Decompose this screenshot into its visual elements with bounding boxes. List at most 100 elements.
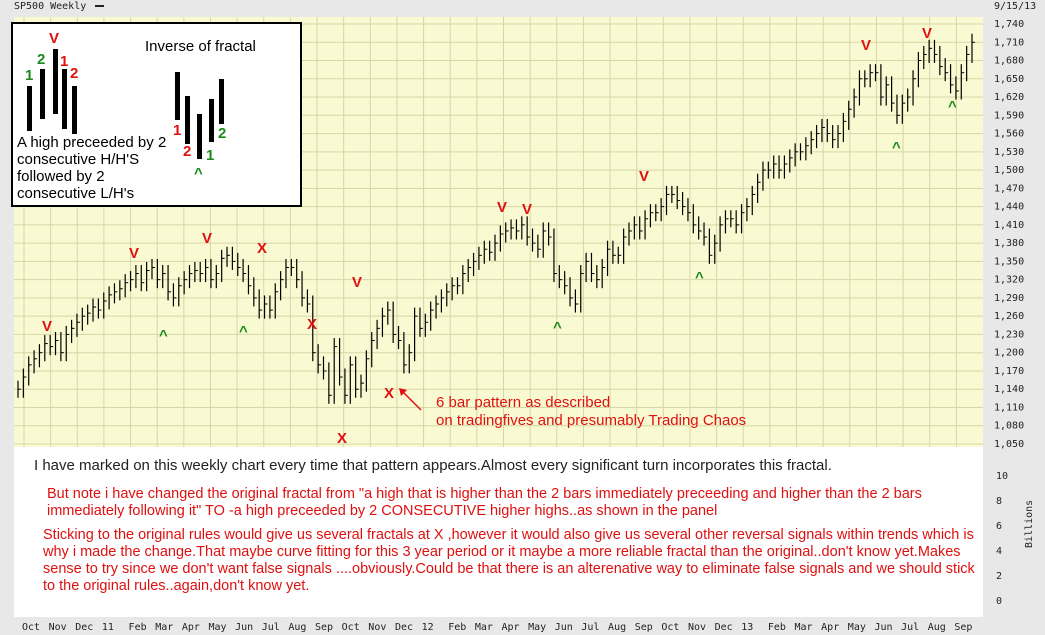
time-tick-label: Aug [608,622,626,633]
time-tick-label: Nov [688,622,706,633]
time-tick-label: Feb [129,622,147,633]
price-tick-label: 1,560 [994,129,1024,140]
price-tick-label: 1,110 [994,402,1024,413]
fractal-low-marker: ^ [892,139,901,156]
fractal-diagram [27,49,224,159]
time-tick-label: Jul [901,622,919,633]
price-tick-label: 1,080 [994,421,1024,432]
arrow-note-line1: 6 bar pattern as described [436,394,611,411]
fractal-high-marker: V [129,245,139,262]
time-tick-label: Apr [821,622,839,633]
fractal-num-2b: 2 [70,65,79,82]
fractal-legend-panel: 1 2 V 1 2 Inverse of fractal 1 2 1 2 ^ A… [11,22,302,207]
inverse-bottom-marker: ^ [194,165,203,182]
inverse-title: Inverse of fractal [145,38,256,55]
time-tick-label: 13 [741,622,753,633]
price-tick-label: 1,200 [994,348,1024,359]
volume-tick-label: 10 [996,471,1008,482]
price-tick-label: 1,260 [994,311,1024,322]
volume-tick-label: 2 [996,571,1002,582]
time-tick-label: Jul [262,622,280,633]
time-tick-label: Apr [502,622,520,633]
fractal-num-2a: 2 [37,51,46,68]
time-tick-label: Dec [395,622,413,633]
time-tick-label: 12 [422,622,434,633]
time-tick-label: Feb [768,622,786,633]
price-tick-label: 1,620 [994,92,1024,103]
fractal-num-1b: 1 [60,53,69,70]
time-tick-label: Nov [368,622,386,633]
original-fractal-marker: X [257,240,267,257]
price-tick-label: 1,350 [994,256,1024,267]
price-tick-label: 1,740 [994,19,1024,30]
price-tick-label: 1,170 [994,366,1024,377]
fractal-high-marker: V [352,274,362,291]
inverse-num-1a: 1 [173,122,182,139]
time-tick-label: Sep [315,622,333,633]
time-tick-label: Mar [475,622,493,633]
price-tick-label: 1,050 [994,439,1024,450]
inverse-num-2b: 2 [218,125,227,142]
volume-axis-label: Billions [1024,500,1035,548]
price-tick-label: 1,500 [994,165,1024,176]
price-tick-label: 1,380 [994,238,1024,249]
time-tick-label: Jun [874,622,892,633]
fractal-num-1a: 1 [25,67,34,84]
time-tick-label: Sep [954,622,972,633]
chart-date: 9/15/13 [994,1,1037,12]
price-tick-label: 1,590 [994,110,1024,121]
price-tick-label: 1,650 [994,74,1024,85]
fractal-high-marker: V [42,318,52,335]
time-tick-label: 11 [102,622,114,633]
price-tick-label: 1,470 [994,183,1024,194]
fractal-high-marker: V [522,201,532,218]
price-tick-label: 1,290 [994,293,1024,304]
time-tick-label: Dec [715,622,733,633]
arrow-note-line2: on tradingfives and presumably Trading C… [436,412,747,429]
price-tick-label: 1,230 [994,329,1024,340]
fractal-high-marker: V [639,168,649,185]
volume-tick-label: 8 [996,496,1002,507]
time-tick-label: Oct [661,622,679,633]
time-tick-label: Mar [795,622,813,633]
symbol-title: SP500 Weekly [14,0,105,14]
price-tick-label: 1,140 [994,384,1024,395]
time-tick-label: Jun [235,622,253,633]
volume-tick-label: 6 [996,521,1002,532]
time-tick-label: May [208,622,226,633]
time-tick-label: May [848,622,866,633]
original-fractal-marker: X [337,430,347,447]
collapse-icon[interactable] [95,5,105,7]
price-tick-label: 1,680 [994,56,1024,67]
inverse-num-2a: 2 [183,143,192,160]
fractal-high-marker: V [497,199,507,216]
price-tick-label: 1,410 [994,220,1024,231]
fractal-low-marker: ^ [695,269,704,286]
fractal-low-marker: ^ [239,323,248,340]
fractal-low-marker: ^ [948,98,957,115]
volume-tick-label: 4 [996,546,1002,557]
price-tick-label: 1,530 [994,147,1024,158]
time-tick-label: Oct [22,622,40,633]
time-tick-label: Oct [342,622,360,633]
time-tick-label: Feb [448,622,466,633]
note-main: I have marked on this weekly chart every… [34,457,832,474]
inverse-num-1b: 1 [206,147,215,164]
time-tick-label: Apr [182,622,200,633]
volume-panel [14,447,983,617]
time-tick-label: Aug [928,622,946,633]
time-tick-label: Dec [75,622,93,633]
note-rules: Sticking to the original rules would giv… [43,527,975,594]
annotation-arrow [399,388,422,411]
time-tick-label: Sep [635,622,653,633]
original-fractal-marker: X [307,316,317,333]
time-tick-label: Aug [288,622,306,633]
fractal-caption: A high preceeded by 2 consecutive H/H'S … [17,134,167,202]
fractal-high-marker: V [922,25,932,42]
fractal-high-marker: V [861,37,871,54]
time-tick-label: May [528,622,546,633]
time-tick-label: Mar [155,622,173,633]
price-tick-label: 1,710 [994,37,1024,48]
fractal-low-marker: ^ [553,319,562,336]
